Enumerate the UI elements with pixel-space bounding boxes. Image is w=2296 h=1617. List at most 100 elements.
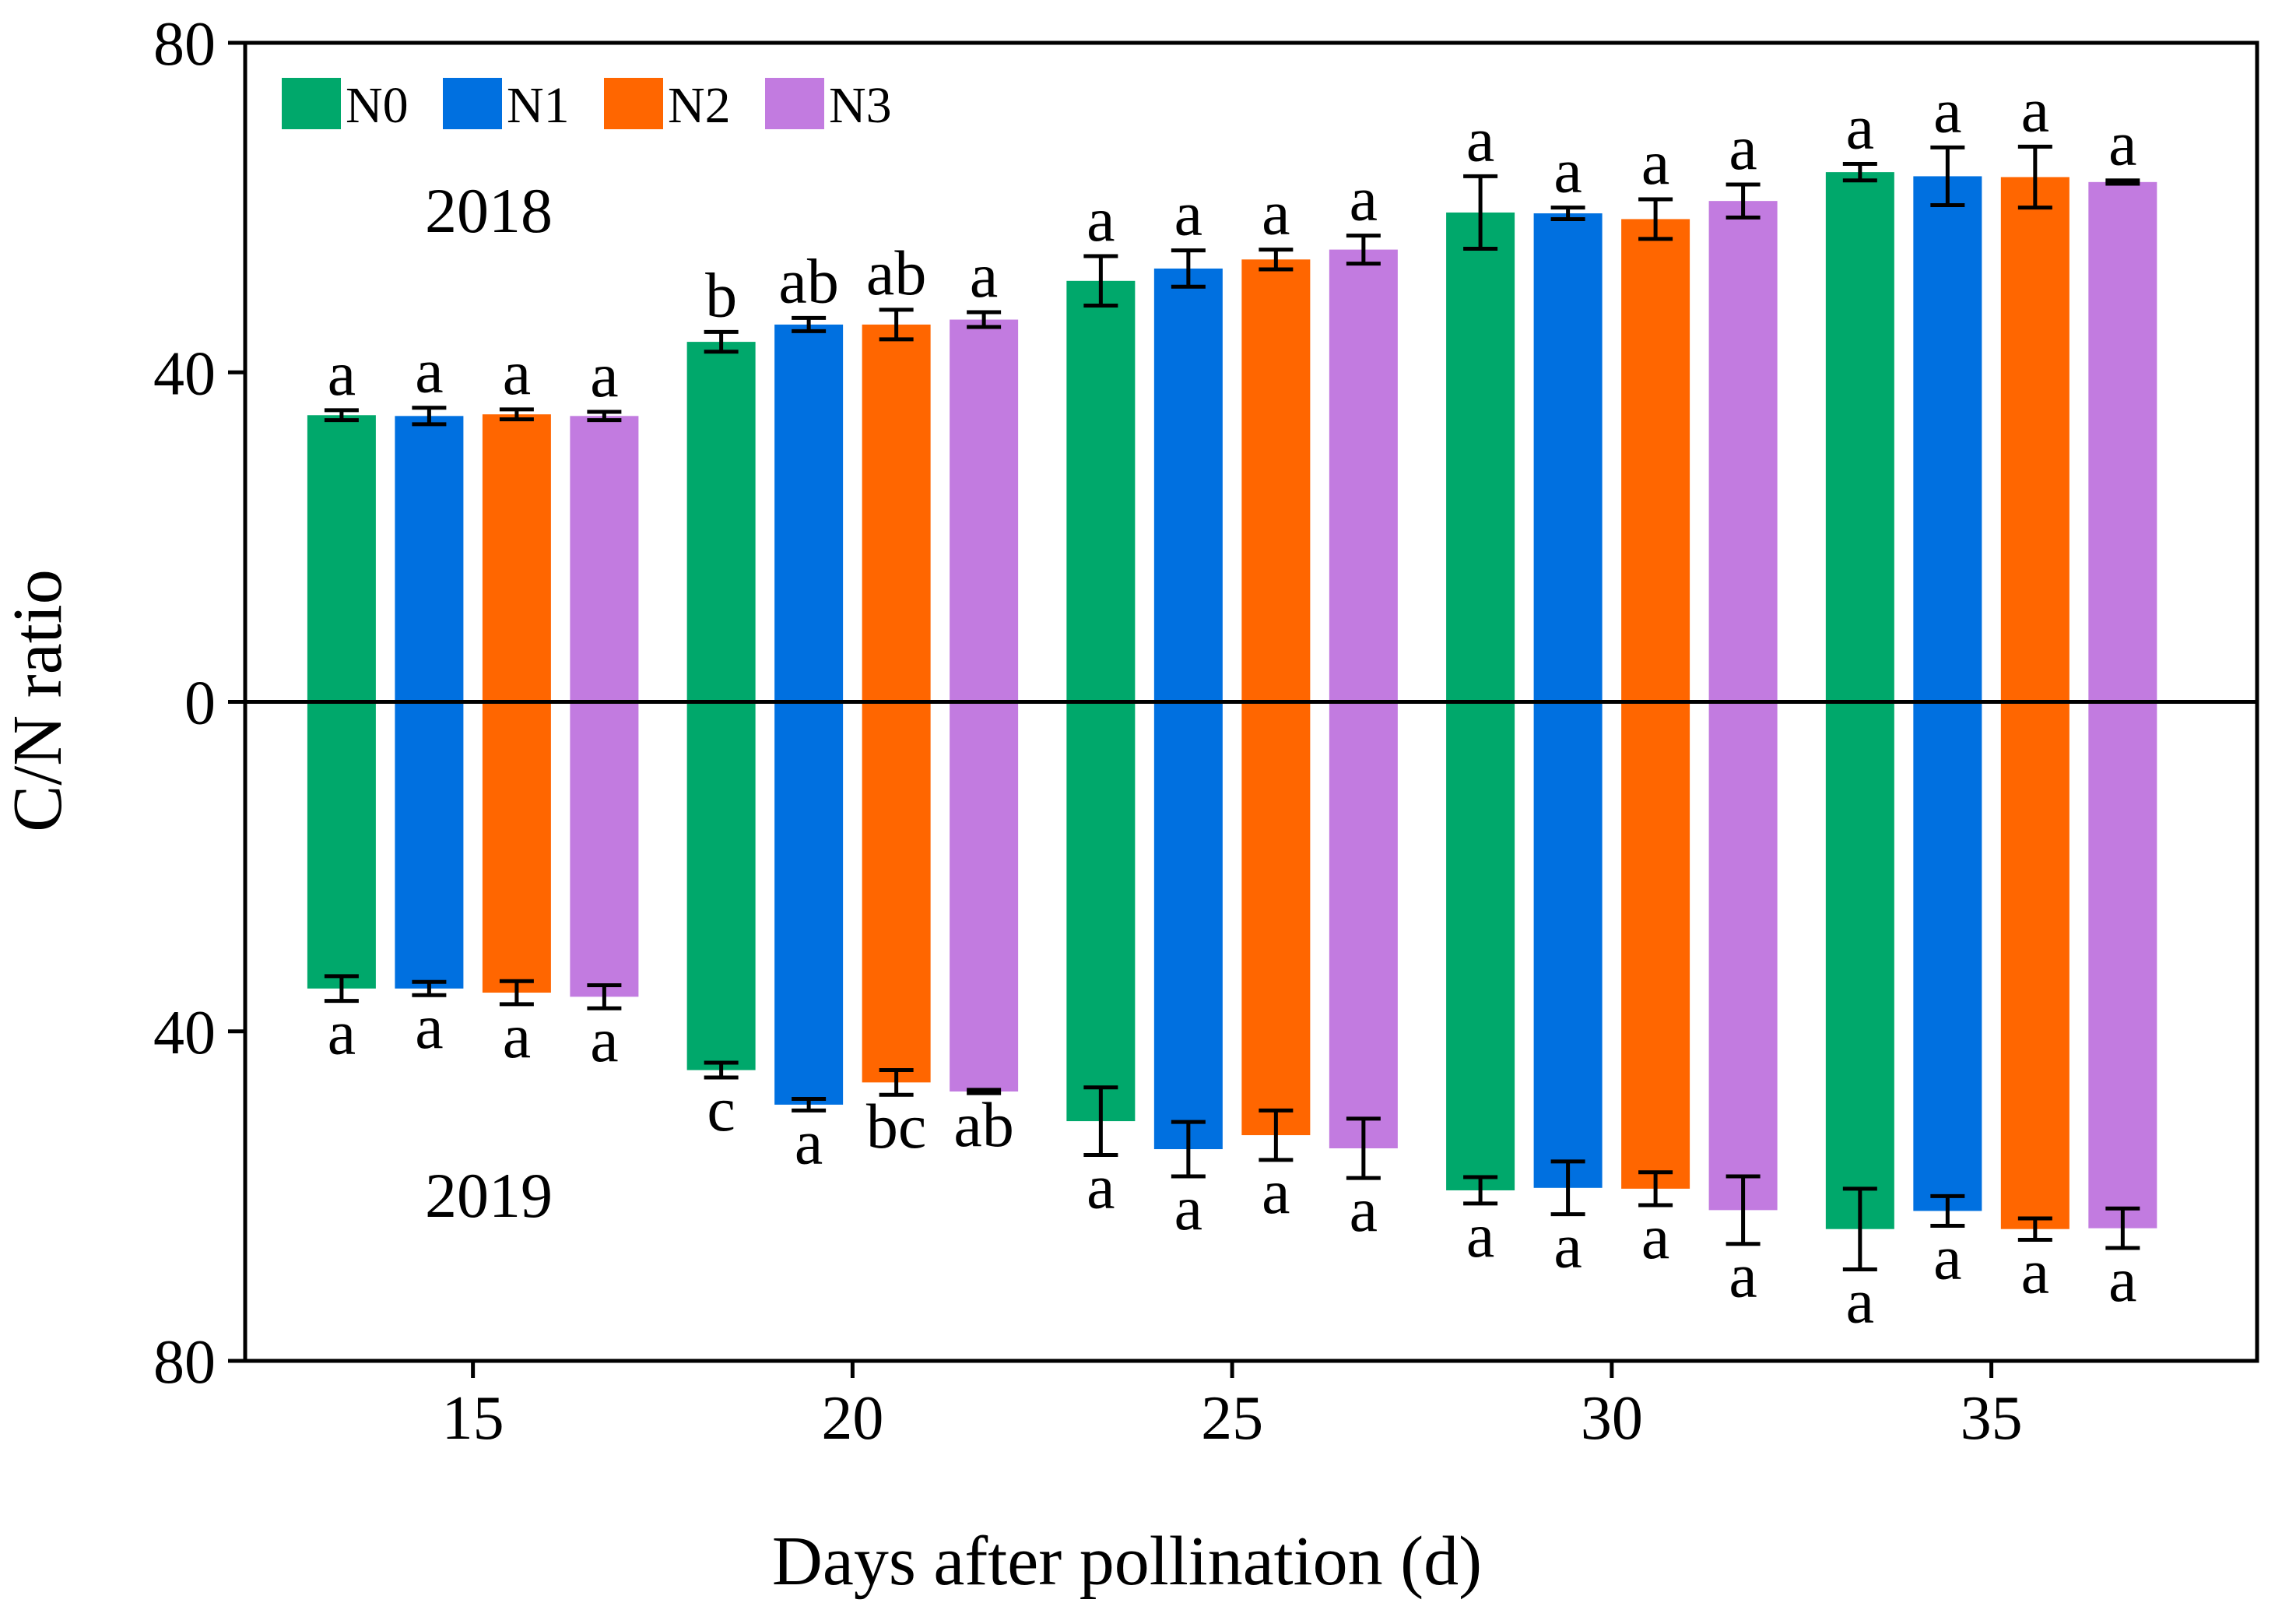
letter-2019-N1-day30: a xyxy=(1553,1211,1582,1281)
panel-label-2018: 2018 xyxy=(425,175,553,246)
letter-2018-N0-day25: a xyxy=(1087,184,1115,255)
bar-2018-N1-day20 xyxy=(774,324,844,702)
letter-2018-N2-day30: a xyxy=(1641,127,1669,198)
bar-2019-N3-day35 xyxy=(2088,701,2157,1229)
bar-2018-N0-day25 xyxy=(1066,280,1136,702)
bar-2018-N1-day30 xyxy=(1533,213,1603,702)
letter-2019-N0-day20: c xyxy=(707,1074,735,1144)
legend-swatch-N2 xyxy=(604,78,663,129)
y-tick-label: 0 xyxy=(184,670,216,738)
legend-label-N0: N0 xyxy=(346,77,409,134)
letter-2019-N1-day15: a xyxy=(415,991,443,1062)
bar-2019-N3-day30 xyxy=(1708,701,1778,1211)
letter-2019-N2-day15: a xyxy=(503,1000,531,1071)
bar-2018-N2-day30 xyxy=(1621,219,1690,702)
bar-2019-N0-day35 xyxy=(1825,701,1894,1229)
error-bars-layer xyxy=(324,144,2140,1272)
bar-2019-N1-day30 xyxy=(1533,701,1603,1188)
bar-2019-N0-day25 xyxy=(1066,701,1136,1122)
bar-2019-N3-day25 xyxy=(1329,701,1398,1149)
letter-2018-N3-day35: a xyxy=(2108,108,2136,179)
letter-2019-N0-day15: a xyxy=(328,997,356,1068)
bar-2018-N1-day25 xyxy=(1153,268,1223,702)
bar-2018-N3-day15 xyxy=(570,416,639,702)
significance-letters-layer: aaaaaaaabcabaabbcaabaaaaaaaaaaaaaaaaaaaa… xyxy=(328,74,2137,1336)
letter-2018-N0-day35: a xyxy=(1846,92,1874,163)
letter-2019-N1-day35: a xyxy=(1933,1222,1961,1292)
bar-2019-N3-day15 xyxy=(570,701,639,997)
bar-2018-N2-day35 xyxy=(2000,177,2070,702)
letter-2019-N2-day25: a xyxy=(1262,1156,1290,1227)
letter-2018-N3-day25: a xyxy=(1350,163,1378,234)
letter-2018-N0-day15: a xyxy=(328,338,356,409)
x-tick-label: 30 xyxy=(1581,1384,1643,1453)
letter-2018-N1-day20: ab xyxy=(778,245,838,316)
bar-2019-N0-day20 xyxy=(686,701,756,1070)
bar-2018-N2-day15 xyxy=(482,414,551,702)
bar-2018-N0-day15 xyxy=(307,415,376,702)
bar-2018-N0-day35 xyxy=(1825,172,1894,702)
bar-2019-N2-day20 xyxy=(862,701,931,1083)
bar-2019-N2-day15 xyxy=(482,701,551,993)
bar-2018-N0-day30 xyxy=(1446,212,1515,702)
letter-2018-N2-day25: a xyxy=(1262,178,1290,248)
bar-2019-N1-day25 xyxy=(1153,701,1223,1150)
letter-2019-N0-day25: a xyxy=(1087,1151,1115,1222)
letter-2018-N1-day15: a xyxy=(415,336,443,406)
bar-2018-N3-day30 xyxy=(1708,201,1778,702)
bar-2018-N2-day25 xyxy=(1241,259,1311,702)
letter-2019-N3-day30: a xyxy=(1729,1240,1757,1311)
letter-2018-N1-day30: a xyxy=(1553,135,1582,206)
bar-2019-N2-day25 xyxy=(1241,701,1311,1136)
x-axis-title: Days after pollination (d) xyxy=(772,1523,1482,1600)
legend-label-N2: N2 xyxy=(668,77,731,134)
x-tick-label: 20 xyxy=(821,1384,883,1453)
bar-2019-N0-day30 xyxy=(1446,701,1515,1190)
bars-layer xyxy=(307,172,2157,1229)
x-tick-label: 25 xyxy=(1201,1384,1263,1453)
bar-2018-N1-day15 xyxy=(395,416,464,702)
x-tick-label: 35 xyxy=(1961,1384,2023,1453)
letter-2018-N0-day30: a xyxy=(1466,104,1494,174)
letter-2019-N0-day35: a xyxy=(1846,1266,1874,1337)
y-tick-label: 40 xyxy=(153,999,216,1067)
letter-2018-N3-day30: a xyxy=(1729,112,1757,183)
legend: N0 N1 N2 N3 xyxy=(282,77,892,134)
letter-2019-N0-day30: a xyxy=(1466,1200,1494,1271)
bar-2019-N3-day20 xyxy=(950,701,1019,1091)
x-tick-label: 15 xyxy=(442,1384,504,1453)
bar-2019-N2-day30 xyxy=(1621,701,1690,1189)
letter-2018-N2-day35: a xyxy=(2021,74,2049,145)
letter-2019-N3-day25: a xyxy=(1350,1174,1378,1245)
letter-2018-N2-day15: a xyxy=(503,337,531,408)
legend-swatch-N0 xyxy=(282,78,341,129)
y-tick-label: 80 xyxy=(153,10,216,79)
y-tick-label: 40 xyxy=(153,339,216,408)
letter-2019-N2-day20: bc xyxy=(866,1091,926,1162)
bar-2019-N1-day35 xyxy=(1913,701,1982,1211)
bar-2018-N1-day35 xyxy=(1913,176,1982,702)
bar-2018-N3-day25 xyxy=(1329,249,1398,702)
panel-label-2019: 2019 xyxy=(425,1160,553,1231)
bar-2019-N1-day20 xyxy=(774,701,844,1105)
bar-2018-N3-day35 xyxy=(2088,181,2157,702)
letter-2018-N3-day15: a xyxy=(590,339,618,410)
legend-swatch-N3 xyxy=(765,78,824,129)
bar-2018-N0-day20 xyxy=(686,342,756,702)
letter-2019-N1-day25: a xyxy=(1174,1172,1202,1243)
letter-2018-N1-day35: a xyxy=(1933,75,1961,146)
letter-2019-N3-day20: ab xyxy=(953,1089,1013,1160)
letter-2019-N3-day35: a xyxy=(2108,1244,2136,1315)
bar-2019-N2-day35 xyxy=(2000,701,2070,1229)
letter-2018-N3-day20: a xyxy=(970,240,998,311)
letter-2018-N0-day20: b xyxy=(705,259,737,330)
legend-label-N1: N1 xyxy=(507,77,570,134)
legend-swatch-N1 xyxy=(443,78,502,129)
bar-2018-N3-day20 xyxy=(950,319,1019,702)
bar-2019-N0-day15 xyxy=(307,701,376,989)
letter-2018-N2-day20: ab xyxy=(866,237,926,308)
y-axis-title: C/N ratio xyxy=(0,569,76,831)
letter-2019-N2-day30: a xyxy=(1641,1201,1669,1272)
x-axis: 15 20 25 30 35 xyxy=(442,1361,2023,1453)
